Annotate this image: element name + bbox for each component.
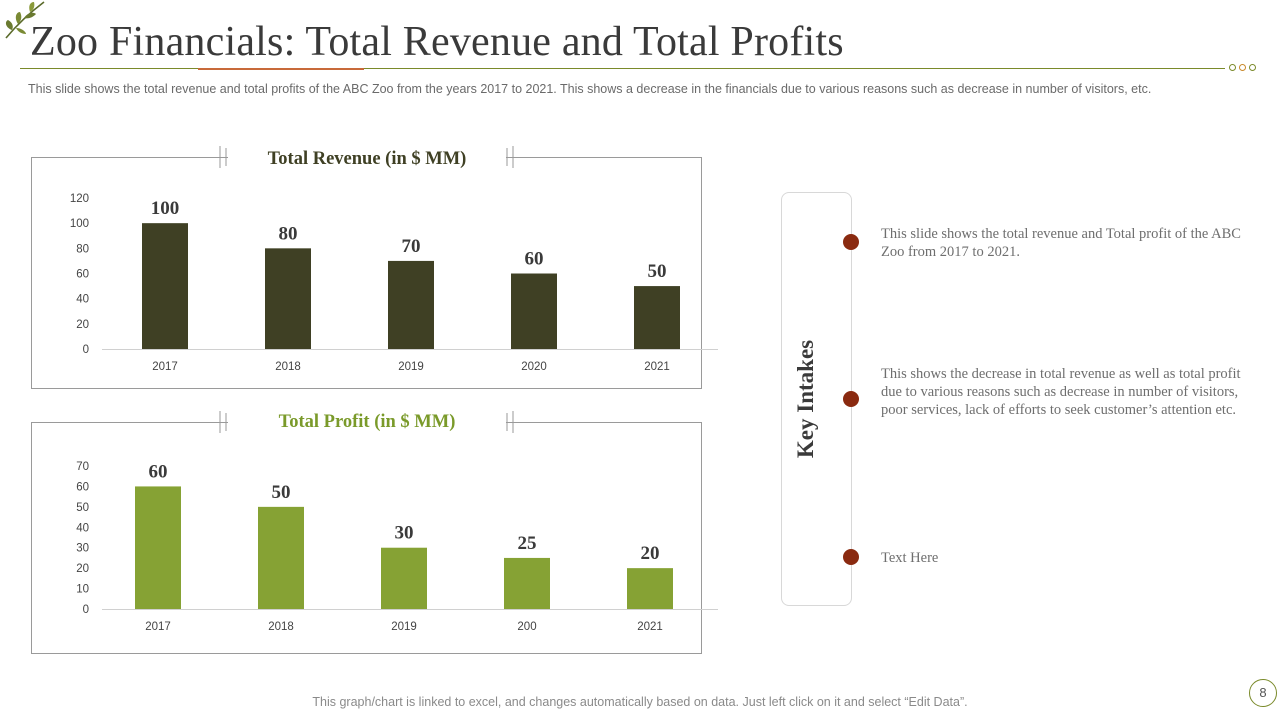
profit-chart[interactable]: 0 10 20 30 40 50 60 70 60 2017 50 2018 30 2019 25 200 20…	[31, 422, 718, 654]
revenue-data-label: 50	[648, 261, 667, 282]
title-divider	[20, 68, 1225, 69]
revenue-y-tick-label: 20	[76, 319, 89, 331]
intake-item-1: This slide shows the total revenue and T…	[881, 226, 1241, 260]
profit-bar[interactable]	[504, 557, 550, 609]
revenue-data-label: 70	[402, 236, 421, 257]
intake-bullet-icon	[843, 234, 859, 250]
revenue-x-tick-label: 2019	[398, 361, 424, 373]
dot-icon	[1239, 64, 1246, 71]
revenue-bar[interactable]	[511, 273, 557, 350]
revenue-bar[interactable]	[388, 260, 434, 349]
profit-chart-title: Total Profit (in $ MM)	[228, 412, 506, 433]
title-bracket-right	[506, 146, 514, 168]
revenue-data-label: 80	[279, 223, 298, 244]
revenue-y-tick-label: 60	[76, 269, 89, 281]
leaf-logo-icon	[5, 1, 45, 39]
decorative-dots	[1229, 64, 1256, 71]
profit-bar[interactable]	[258, 506, 304, 609]
page-number: 8	[1249, 679, 1277, 707]
profit-data-label: 30	[395, 523, 414, 544]
revenue-chart[interactable]: 0 20 40 60 80 100 120 100 2017 80 2018 70 2019 60 2020…	[31, 157, 718, 389]
title-divider-accent	[198, 68, 364, 70]
revenue-x-tick-label: 2017	[152, 361, 178, 373]
revenue-x-tick-label: 2020	[521, 361, 547, 373]
profit-y-tick-label: 60	[76, 481, 89, 493]
intake-bullet-icon	[843, 391, 859, 407]
profit-y-tick-label: 0	[83, 604, 89, 616]
revenue-x-tick-label: 2018	[275, 361, 301, 373]
title-bracket-left	[219, 411, 227, 433]
revenue-y-tick-label: 100	[70, 218, 89, 230]
profit-x-tick-label: 2018	[268, 621, 294, 633]
revenue-y-tick-label: 0	[83, 344, 89, 356]
profit-y-tick-label: 20	[76, 563, 89, 575]
profit-x-tick-label: 2019	[391, 621, 417, 633]
revenue-chart-title: Total Revenue (in $ MM)	[228, 149, 506, 170]
key-intakes-label: Key Intakes	[793, 339, 818, 459]
dot-icon	[1229, 64, 1236, 71]
dot-icon	[1249, 64, 1256, 71]
profit-data-label: 60	[149, 461, 168, 482]
profit-x-tick-label: 200	[517, 621, 536, 633]
footer-note: This graph/chart is linked to excel, and…	[312, 695, 968, 709]
profit-data-label: 20	[641, 543, 660, 564]
slide-subtitle: This slide shows the total revenue and t…	[28, 82, 1152, 96]
revenue-data-label: 60	[525, 249, 544, 270]
profit-y-tick-label: 50	[76, 502, 89, 514]
revenue-y-tick-label: 80	[76, 243, 89, 255]
revenue-y-tick-label: 40	[76, 294, 89, 306]
title-bracket-right	[506, 411, 514, 433]
profit-y-tick-label: 30	[76, 543, 89, 555]
revenue-chart-plot: 0 20 40 60 80 100 120 100 2017 80 2018 70 2019 60 2020…	[70, 193, 718, 373]
profit-y-tick-label: 40	[76, 522, 89, 534]
page-title: Zoo Financials: Total Revenue and Total …	[30, 19, 844, 65]
title-bracket-left	[219, 146, 227, 168]
revenue-bar[interactable]	[142, 223, 188, 349]
intake-item-3: Text Here	[881, 550, 939, 566]
profit-y-tick-label: 70	[76, 461, 89, 473]
intake-bullet-icon	[843, 549, 859, 565]
revenue-x-tick-label: 2021	[644, 361, 670, 373]
revenue-bar[interactable]	[265, 248, 311, 349]
profit-data-label: 50	[272, 482, 291, 503]
profit-bar[interactable]	[381, 547, 427, 609]
profit-data-label: 25	[518, 533, 537, 554]
profit-bar[interactable]	[135, 486, 181, 609]
profit-bar[interactable]	[627, 568, 673, 609]
revenue-y-tick-label: 120	[70, 193, 89, 205]
profit-x-tick-label: 2021	[637, 621, 663, 633]
intake-item-2: This shows the decrease in total revenue…	[881, 366, 1241, 418]
profit-x-tick-label: 2017	[145, 621, 171, 633]
profit-y-tick-label: 10	[76, 584, 89, 596]
revenue-bar[interactable]	[634, 286, 680, 349]
profit-chart-plot: 0 10 20 30 40 50 60 70 60 2017 50 2018 30 2019 25 200 20…	[76, 461, 718, 633]
revenue-data-label: 100	[151, 198, 180, 219]
key-intakes-panel	[781, 192, 852, 606]
